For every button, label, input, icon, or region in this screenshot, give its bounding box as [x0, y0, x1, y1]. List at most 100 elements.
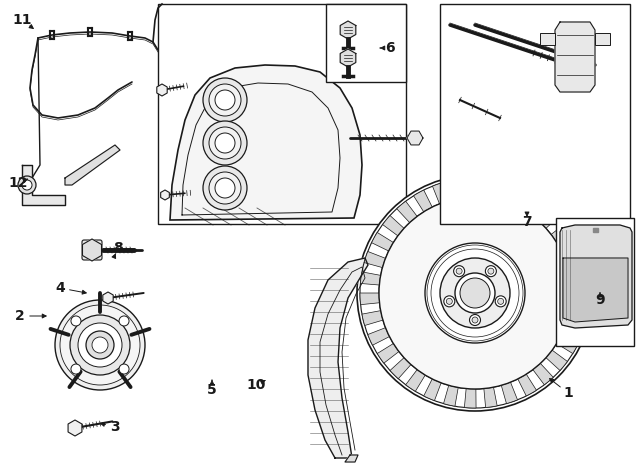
Bar: [326, 4, 406, 82]
Circle shape: [446, 298, 452, 304]
Polygon shape: [340, 49, 356, 67]
Polygon shape: [383, 215, 404, 236]
Polygon shape: [567, 261, 588, 275]
Circle shape: [71, 316, 81, 326]
Polygon shape: [444, 133, 456, 147]
Ellipse shape: [425, 243, 525, 343]
Circle shape: [119, 364, 129, 374]
Text: 6: 6: [385, 41, 395, 55]
Polygon shape: [368, 328, 390, 345]
Polygon shape: [397, 201, 417, 223]
Text: 12: 12: [8, 176, 28, 190]
Polygon shape: [406, 369, 425, 391]
Bar: [158, 4, 406, 224]
Circle shape: [488, 268, 494, 274]
Polygon shape: [593, 228, 598, 232]
Circle shape: [444, 296, 455, 307]
Polygon shape: [564, 319, 586, 335]
Text: 2: 2: [15, 309, 25, 323]
Polygon shape: [407, 131, 423, 145]
Ellipse shape: [455, 273, 495, 313]
Polygon shape: [65, 145, 120, 185]
Circle shape: [86, 331, 114, 359]
Polygon shape: [68, 420, 82, 436]
Circle shape: [485, 266, 497, 277]
Text: 1: 1: [563, 386, 573, 400]
Circle shape: [203, 166, 247, 210]
Circle shape: [18, 176, 36, 194]
Circle shape: [456, 268, 462, 274]
Polygon shape: [474, 178, 486, 197]
Circle shape: [495, 296, 506, 307]
Bar: [595, 33, 610, 45]
Text: 8: 8: [113, 241, 123, 255]
Polygon shape: [444, 385, 458, 406]
Polygon shape: [433, 182, 449, 204]
Text: 11: 11: [12, 13, 32, 27]
Polygon shape: [560, 225, 632, 328]
Polygon shape: [533, 363, 553, 385]
Polygon shape: [83, 239, 102, 261]
Polygon shape: [465, 388, 476, 408]
Polygon shape: [161, 190, 170, 200]
Circle shape: [209, 84, 241, 116]
Circle shape: [472, 317, 478, 323]
Circle shape: [55, 300, 145, 390]
Circle shape: [78, 323, 122, 367]
Circle shape: [92, 337, 108, 353]
Polygon shape: [345, 455, 358, 462]
Circle shape: [215, 90, 235, 110]
Ellipse shape: [357, 175, 593, 411]
Circle shape: [119, 316, 129, 326]
Polygon shape: [362, 311, 383, 325]
Circle shape: [209, 127, 241, 159]
Ellipse shape: [379, 197, 571, 389]
Polygon shape: [390, 358, 411, 379]
Polygon shape: [372, 232, 394, 251]
Polygon shape: [364, 251, 385, 268]
Polygon shape: [539, 207, 560, 228]
Polygon shape: [377, 344, 399, 363]
Polygon shape: [551, 223, 573, 243]
Bar: [440, 4, 630, 224]
Text: 10: 10: [246, 378, 266, 392]
Text: 3: 3: [110, 420, 120, 434]
Polygon shape: [413, 190, 432, 212]
Polygon shape: [509, 185, 526, 207]
Polygon shape: [561, 241, 582, 258]
Polygon shape: [424, 379, 441, 400]
Circle shape: [215, 178, 235, 198]
Circle shape: [454, 266, 465, 277]
FancyBboxPatch shape: [82, 240, 102, 260]
Polygon shape: [340, 21, 356, 39]
Polygon shape: [501, 382, 518, 404]
Polygon shape: [555, 22, 595, 92]
Ellipse shape: [440, 258, 510, 328]
Polygon shape: [570, 301, 589, 314]
Polygon shape: [525, 194, 544, 216]
Polygon shape: [570, 282, 590, 293]
Bar: [556, 218, 634, 346]
Circle shape: [470, 314, 481, 325]
Circle shape: [71, 364, 81, 374]
Circle shape: [70, 315, 130, 375]
Circle shape: [60, 305, 140, 385]
Circle shape: [215, 133, 235, 153]
Polygon shape: [360, 293, 380, 305]
Polygon shape: [157, 84, 167, 96]
Ellipse shape: [460, 278, 490, 308]
Circle shape: [498, 298, 504, 304]
Text: 9: 9: [595, 293, 605, 307]
Circle shape: [22, 180, 32, 190]
Polygon shape: [518, 374, 536, 396]
Polygon shape: [557, 335, 579, 354]
Polygon shape: [308, 258, 368, 458]
Text: 7: 7: [522, 215, 532, 229]
Circle shape: [209, 172, 241, 204]
Polygon shape: [492, 180, 506, 200]
Text: 5: 5: [207, 383, 217, 397]
Polygon shape: [22, 165, 65, 205]
Polygon shape: [360, 272, 381, 285]
Polygon shape: [170, 65, 362, 220]
Polygon shape: [546, 350, 568, 370]
